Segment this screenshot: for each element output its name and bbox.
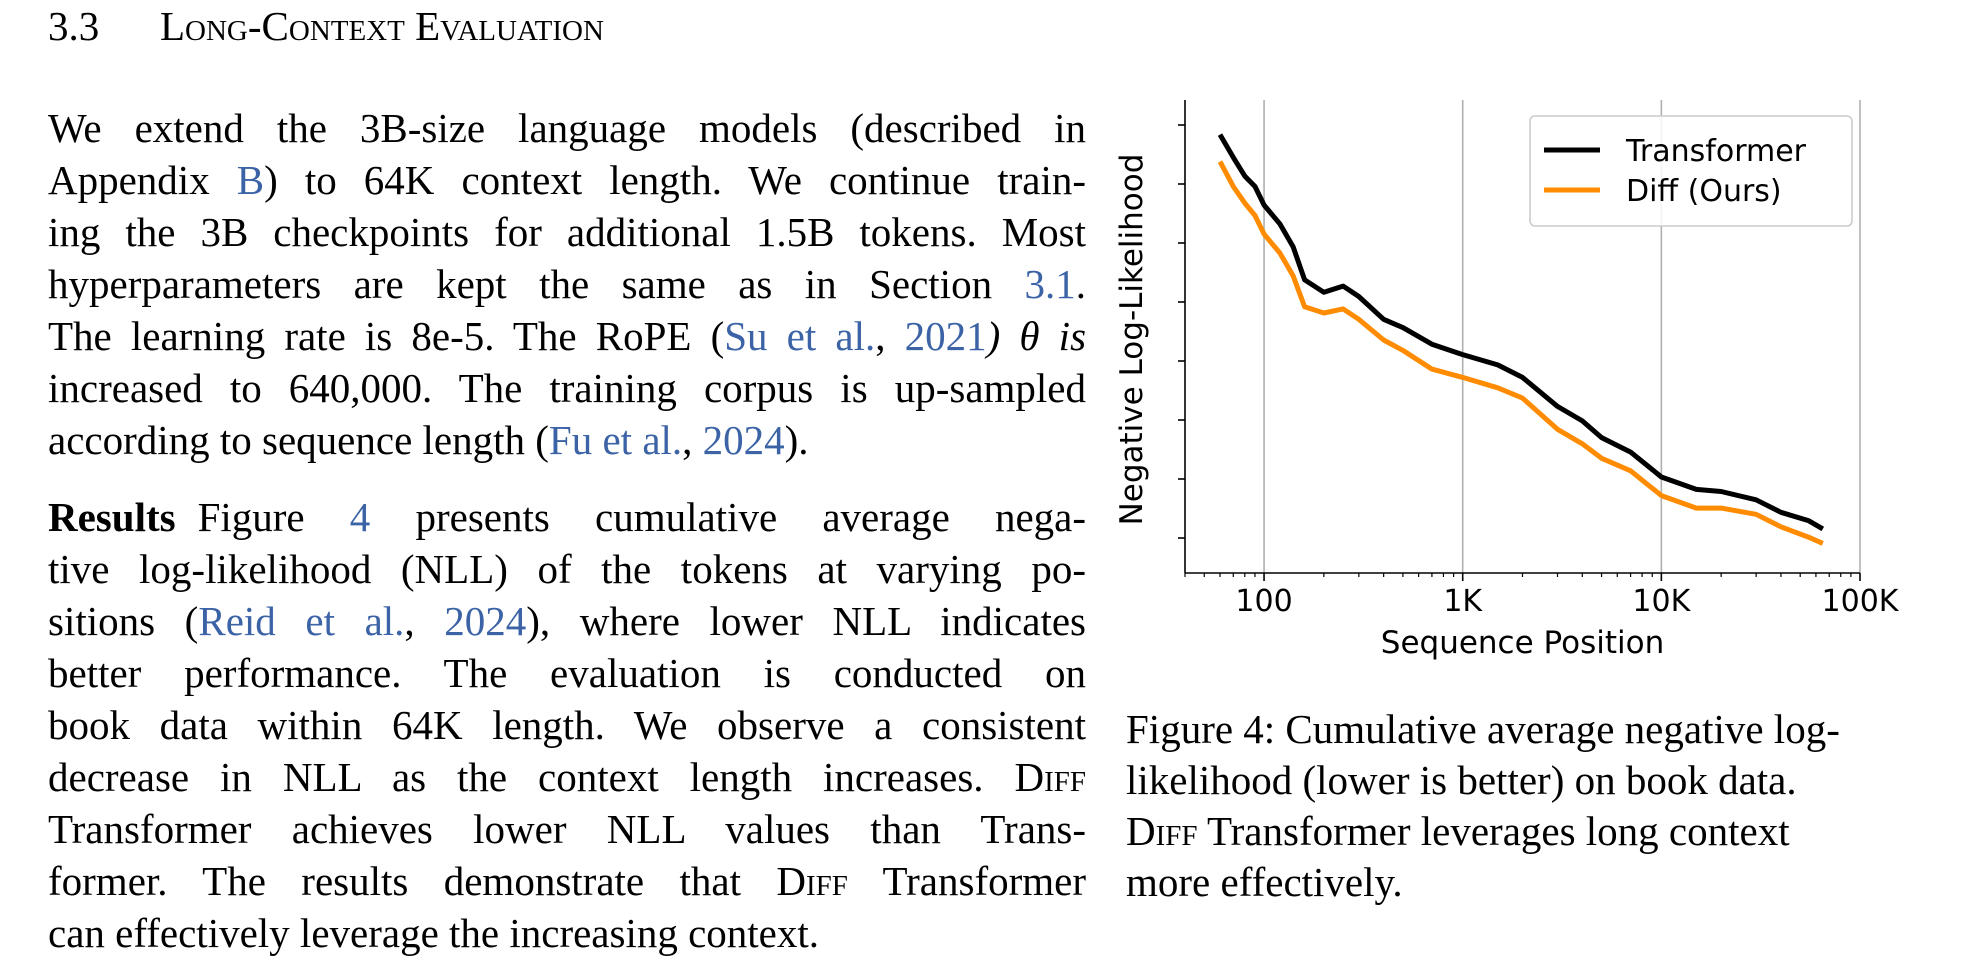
x-tick-label: 1K <box>1443 584 1483 619</box>
text-line: Transformer achieves lower NLL values th… <box>48 806 1086 852</box>
appendix-link[interactable]: B <box>236 157 265 203</box>
text-line: decrease in NLL as the context length in… <box>48 754 1086 800</box>
text-line: can effectively leverage the increasing … <box>48 910 820 956</box>
citation-year-link[interactable]: 2021 <box>904 313 987 359</box>
caption-line: likelihood (lower is better) on book dat… <box>1126 757 1797 803</box>
text-line: increased to 640,000. The training corpu… <box>48 365 1086 411</box>
nll-line-chart: 100 1K 10K 100K Sequence Position Negative Lo… <box>1114 100 1900 661</box>
x-tick-label: 100 <box>1235 584 1292 619</box>
figure-caption: Figure 4: Cumulative average negative lo… <box>1126 704 1932 908</box>
y-axis-label: Negative Log-Likelihood <box>1114 154 1150 526</box>
caption-line: more effectively. <box>1126 859 1403 905</box>
legend-box <box>1529 115 1853 227</box>
text-line: sitions (Reid et al., 2024), where lower… <box>48 598 1086 644</box>
paragraph-context-extension: We extend the 3B-size language models (d… <box>48 102 1086 466</box>
citation-link[interactable]: Reid et al. <box>198 598 405 644</box>
section-heading: 3.3 Long-Context Evaluation <box>48 2 604 50</box>
text-line: book data within 64K length. We observe … <box>48 702 1086 748</box>
x-tick-label: 100K <box>1822 584 1900 619</box>
x-tick-label: 10K <box>1632 584 1691 619</box>
series-line-diff-ours <box>1217 160 1824 546</box>
figure-4-chart: 100 1K 10K 100K Sequence Position Negative Lo… <box>1114 90 1920 670</box>
text-line: former. The results demonstrate that Dif… <box>48 858 1086 904</box>
figure-link[interactable]: 4 <box>349 494 371 540</box>
text-line: We extend the 3B-size language models (d… <box>48 105 1086 151</box>
section-number: 3.3 <box>48 3 100 49</box>
section-title: Long-Context Evaluation <box>160 3 604 49</box>
citation-link[interactable]: Su et al. <box>724 313 876 359</box>
text-line: better performance. The evaluation is co… <box>48 650 1086 696</box>
text-line: The learning rate is 8e-5. The RoPE (Su … <box>48 313 1087 359</box>
legend-label: Diff (Ours) <box>1626 174 1782 209</box>
citation-year-link[interactable]: 2024 <box>702 417 785 463</box>
text-line: Appendix B) to 64K context length. We co… <box>48 157 1086 203</box>
caption-line: Figure 4: Cumulative average negative lo… <box>1126 706 1840 752</box>
paragraph-results: Results Figure 4 presents cumulative aver… <box>48 491 1086 959</box>
text-line: hyperparameters are kept the same as in … <box>48 261 1086 307</box>
section-link[interactable]: 3.1 <box>1024 261 1076 307</box>
series-line-transformer <box>1217 133 1825 532</box>
caption-line: Diff Transformer leverages long context <box>1126 808 1790 854</box>
legend-label: Transformer <box>1625 134 1807 169</box>
results-heading: Results <box>48 494 176 540</box>
x-axis-label: Sequence Position <box>1381 625 1664 661</box>
text-line: ing the 3B checkpoints for additional 1.… <box>48 209 1086 255</box>
text-line: tive log-likelihood (NLL) of the tokens … <box>48 546 1086 592</box>
citation-link[interactable]: Fu et al. <box>548 417 683 463</box>
citation-year-link[interactable]: 2024 <box>444 598 527 644</box>
text-line: according to sequence length (Fu et al.,… <box>48 417 809 463</box>
text-line: Results Figure 4 presents cumulative aver… <box>48 494 1086 540</box>
